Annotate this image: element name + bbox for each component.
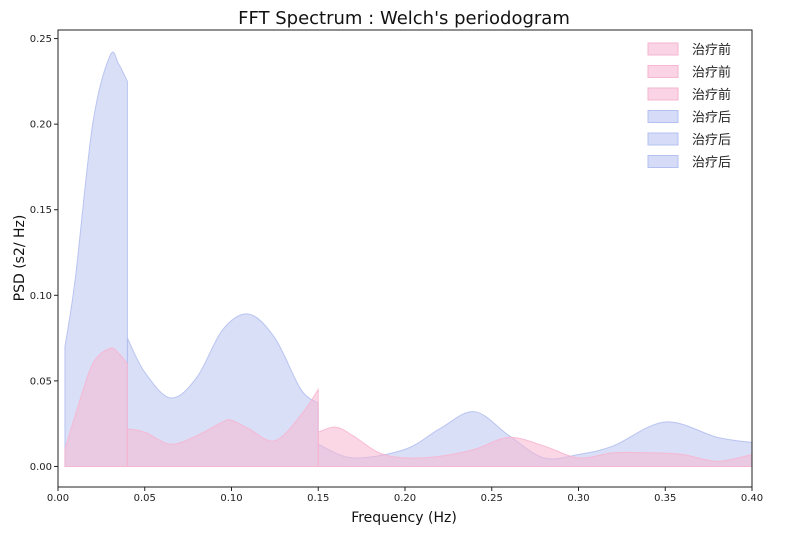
x-tick-label: 0.35 xyxy=(654,493,676,504)
legend-label: 治疗前 xyxy=(692,65,731,81)
x-tick-label: 0.20 xyxy=(394,493,416,504)
area-after-lf xyxy=(126,313,319,467)
y-ticks: 0.00 0.05 0.10 0.15 0.20 0.25 xyxy=(30,34,58,473)
area-before-lf xyxy=(126,387,319,467)
legend-swatch-before xyxy=(647,87,679,101)
x-tick-label: 0.25 xyxy=(481,493,503,504)
y-tick-label: 0.15 xyxy=(30,205,52,216)
area-before-vlf xyxy=(64,347,128,467)
y-tick-label: 0.00 xyxy=(30,462,52,473)
y-tick-label: 0.05 xyxy=(30,376,52,387)
legend-label: 治疗后 xyxy=(692,133,731,148)
x-ticks: 0.00 0.05 0.10 0.15 0.20 0.25 0.30 0.35 0.40 xyxy=(47,487,763,504)
area-series xyxy=(64,51,753,467)
x-tick-label: 0.00 xyxy=(47,493,69,504)
legend-swatch-before xyxy=(647,42,679,56)
x-tick-label: 0.05 xyxy=(134,493,156,504)
area-before-hf xyxy=(317,426,753,467)
x-tick-label: 0.30 xyxy=(567,493,589,504)
legend-label: 治疗前 xyxy=(692,87,731,103)
x-axis-title: Frequency (Hz) xyxy=(351,510,457,526)
y-tick-label: 0.20 xyxy=(30,120,52,131)
x-tick-label: 0.10 xyxy=(220,493,242,504)
legend-swatch-after xyxy=(647,110,679,123)
legend-label: 治疗后 xyxy=(692,111,731,126)
legend-label: 治疗前 xyxy=(692,42,731,58)
chart-title: FFT Spectrum : Welch's periodogram xyxy=(238,8,570,29)
y-axis-title: PSD (s2/ Hz) xyxy=(12,215,28,302)
legend-swatch-before xyxy=(647,65,679,78)
x-tick-label: 0.40 xyxy=(741,493,763,504)
y-tick-label: 0.25 xyxy=(30,34,52,45)
legend-swatch-after xyxy=(647,132,679,146)
y-tick-label: 0.10 xyxy=(30,291,52,302)
legend-label: 治疗后 xyxy=(692,156,731,171)
legend-swatch-after xyxy=(647,155,679,168)
x-tick-label: 0.15 xyxy=(307,493,329,504)
